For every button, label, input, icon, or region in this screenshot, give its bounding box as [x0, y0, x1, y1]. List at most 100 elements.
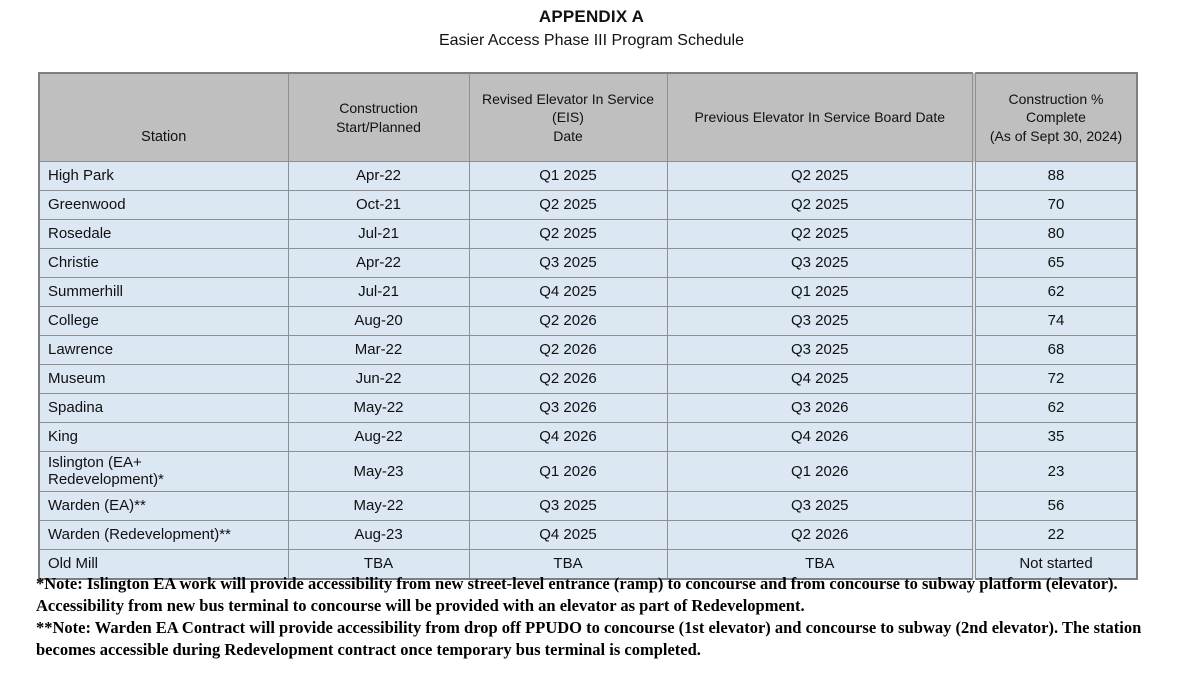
column-header-pct-complete: Construction % Complete (As of Sept 30, … — [972, 72, 1138, 162]
footnote-islington: *Note: Islington EA work will provide ac… — [36, 574, 1118, 615]
cell-previous-board-date: Q1 2026 — [666, 451, 975, 492]
cell-station: Warden (EA)** — [38, 490, 289, 521]
cell-pct-complete: 80 — [972, 219, 1138, 249]
table-row: Christie Apr-22 Q3 2025 Q3 2025 65 — [38, 248, 1138, 278]
cell-pct-complete: 56 — [972, 490, 1138, 521]
table-row: Old Mill TBA TBA TBA Not started — [38, 548, 1138, 579]
cell-revised-eis-date: Q1 2025 — [468, 161, 668, 191]
column-header-revised-eis-date: Revised Elevator In Service (EIS) Date — [468, 72, 668, 162]
cell-construction-start: Aug-23 — [287, 519, 470, 550]
table-header: Station Construction Start/Planned Revis… — [38, 72, 1138, 162]
cell-pct-complete: 62 — [972, 393, 1138, 423]
table-row: College Aug-20 Q2 2026 Q3 2025 74 — [38, 306, 1138, 336]
cell-station: Warden (Redevelopment)** — [38, 519, 289, 550]
title-block: APPENDIX A Easier Access Phase III Progr… — [0, 0, 1183, 50]
cell-pct-complete: 62 — [972, 277, 1138, 307]
cell-station: Rosedale — [38, 219, 289, 249]
cell-station: Summerhill — [38, 277, 289, 307]
cell-pct-complete: 72 — [972, 364, 1138, 394]
table-row: Rosedale Jul-21 Q2 2025 Q2 2025 80 — [38, 219, 1138, 249]
cell-construction-start: Oct-21 — [287, 190, 470, 220]
cell-construction-start: Jul-21 — [287, 277, 470, 307]
cell-previous-board-date: Q2 2026 — [666, 519, 975, 550]
cell-revised-eis-date: TBA — [468, 548, 668, 579]
cell-construction-start: May-22 — [287, 490, 470, 521]
schedule-table-body: High Park Apr-22 Q1 2025 Q2 2025 88 Greenwood… — [38, 161, 1138, 579]
column-header-station: Station — [38, 72, 289, 162]
cell-previous-board-date: Q3 2025 — [666, 335, 975, 365]
cell-pct-complete: 74 — [972, 306, 1138, 336]
page-subtitle: Easier Access Phase III Program Schedule — [438, 32, 745, 49]
cell-pct-complete: 68 — [972, 335, 1138, 365]
cell-previous-board-date: Q2 2025 — [666, 161, 975, 191]
cell-previous-board-date: Q3 2026 — [666, 393, 975, 423]
table-row: King Aug-22 Q4 2026 Q4 2026 35 — [38, 422, 1138, 452]
table-row: Warden (EA)** May-22 Q3 2025 Q3 2025 56 — [38, 490, 1138, 521]
cell-construction-start: Aug-22 — [287, 422, 470, 452]
cell-construction-start: Jun-22 — [287, 364, 470, 394]
cell-station: Lawrence — [38, 335, 289, 365]
cell-pct-complete: 65 — [972, 248, 1138, 278]
cell-pct-complete: 23 — [972, 451, 1138, 492]
cell-construction-start: TBA — [287, 548, 470, 579]
table-row: Greenwood Oct-21 Q2 2025 Q2 2025 70 — [38, 190, 1138, 220]
program-schedule-table: Station Construction Start/Planned Revis… — [38, 72, 1138, 580]
table-row: Museum Jun-22 Q2 2026 Q4 2025 72 — [38, 364, 1138, 394]
column-header-previous-board-date: Previous Elevator In Service Board Date — [666, 72, 975, 162]
cell-pct-complete: 88 — [972, 161, 1138, 191]
cell-previous-board-date: Q3 2025 — [666, 490, 975, 521]
cell-construction-start: Aug-20 — [287, 306, 470, 336]
page-title: APPENDIX A — [538, 7, 645, 26]
cell-construction-start: Apr-22 — [287, 161, 470, 191]
cell-revised-eis-date: Q4 2025 — [468, 277, 668, 307]
cell-revised-eis-date: Q4 2026 — [468, 422, 668, 452]
cell-previous-board-date: Q4 2026 — [666, 422, 975, 452]
header-row: Station Construction Start/Planned Revis… — [38, 72, 1138, 162]
cell-revised-eis-date: Q4 2025 — [468, 519, 668, 550]
cell-revised-eis-date: Q3 2025 — [468, 490, 668, 521]
column-header-construction-start: Construction Start/Planned — [287, 72, 470, 162]
cell-station: Old Mill — [38, 548, 289, 579]
cell-revised-eis-date: Q2 2026 — [468, 364, 668, 394]
cell-construction-start: Jul-21 — [287, 219, 470, 249]
table-row: Spadina May-22 Q3 2026 Q3 2026 62 — [38, 393, 1138, 423]
cell-revised-eis-date: Q1 2026 — [468, 451, 668, 492]
cell-station: High Park — [38, 161, 289, 191]
cell-station: College — [38, 306, 289, 336]
cell-construction-start: May-22 — [287, 393, 470, 423]
cell-station: Spadina — [38, 393, 289, 423]
footnote-warden: **Note: Warden EA Contract will provide … — [36, 617, 1142, 659]
cell-revised-eis-date: Q3 2026 — [468, 393, 668, 423]
cell-previous-board-date: Q3 2025 — [666, 248, 975, 278]
cell-previous-board-date: Q2 2025 — [666, 219, 975, 249]
cell-revised-eis-date: Q3 2025 — [468, 248, 668, 278]
cell-construction-start: Apr-22 — [287, 248, 470, 278]
cell-construction-start: Mar-22 — [287, 335, 470, 365]
cell-previous-board-date: Q1 2025 — [666, 277, 975, 307]
cell-previous-board-date: Q2 2025 — [666, 190, 975, 220]
cell-revised-eis-date: Q2 2025 — [468, 219, 668, 249]
table-row: Lawrence Mar-22 Q2 2026 Q3 2025 68 — [38, 335, 1138, 365]
cell-revised-eis-date: Q2 2026 — [468, 306, 668, 336]
cell-construction-start: May-23 — [287, 451, 470, 492]
footnotes: *Note: Islington EA work will provide ac… — [36, 573, 1164, 661]
cell-previous-board-date: Q4 2025 — [666, 364, 975, 394]
table-row: High Park Apr-22 Q1 2025 Q2 2025 88 — [38, 161, 1138, 191]
cell-station: Christie — [38, 248, 289, 278]
table-row: Warden (Redevelopment)** Aug-23 Q4 2025 Q2 … — [38, 519, 1138, 550]
cell-revised-eis-date: Q2 2026 — [468, 335, 668, 365]
cell-station: Museum — [38, 364, 289, 394]
table-row: Islington (EA+ Redevelopment)* May-23 Q1 2… — [38, 451, 1138, 492]
cell-pct-complete: 22 — [972, 519, 1138, 550]
cell-previous-board-date: Q3 2025 — [666, 306, 975, 336]
cell-pct-complete: Not started — [972, 548, 1138, 579]
cell-station: Greenwood — [38, 190, 289, 220]
cell-pct-complete: 35 — [972, 422, 1138, 452]
cell-revised-eis-date: Q2 2025 — [468, 190, 668, 220]
cell-station: King — [38, 422, 289, 452]
table-row: Summerhill Jul-21 Q4 2025 Q1 2025 62 — [38, 277, 1138, 307]
cell-pct-complete: 70 — [972, 190, 1138, 220]
cell-previous-board-date: TBA — [666, 548, 975, 579]
cell-station: Islington (EA+ Redevelopment)* — [38, 451, 289, 492]
